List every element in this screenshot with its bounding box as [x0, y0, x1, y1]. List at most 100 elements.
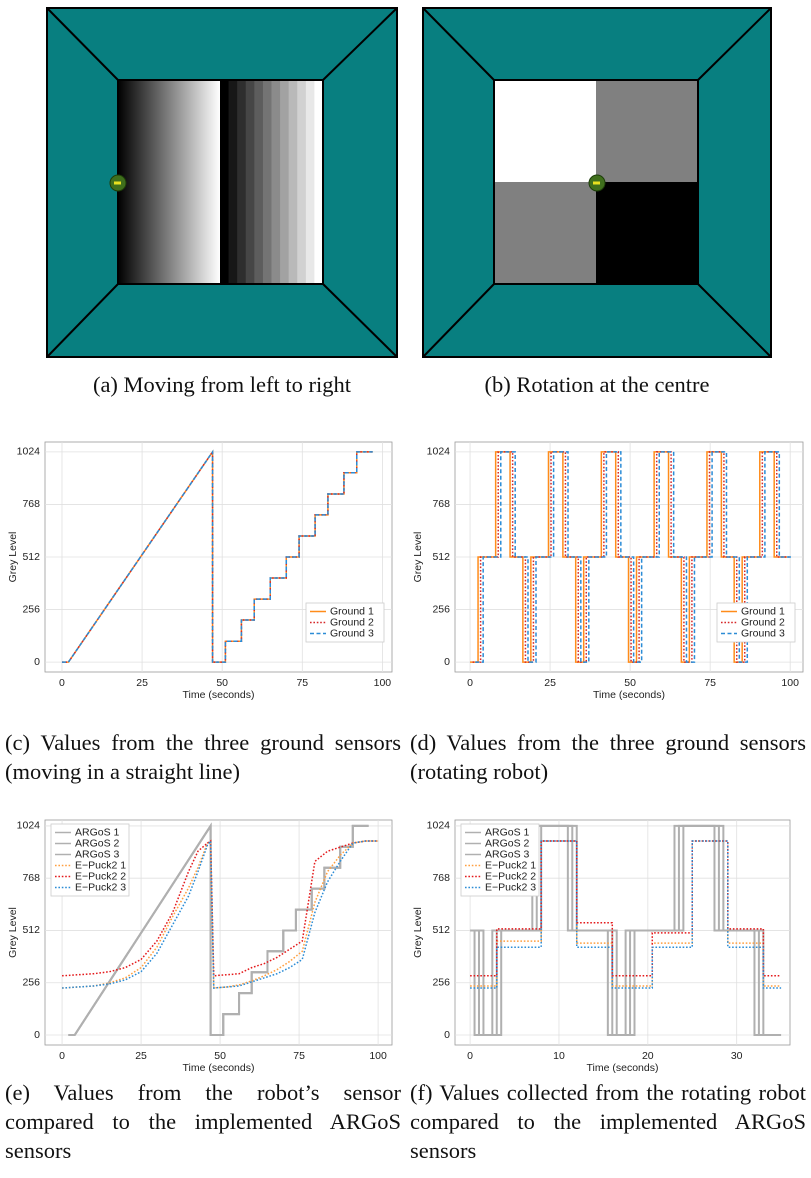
x-tick-label: 0 [59, 1050, 65, 1062]
y-tick-label: 256 [22, 603, 40, 615]
series-line [470, 824, 773, 1036]
y-axis-label: Grey Level [7, 532, 19, 583]
y-axis-label: Grey Level [7, 907, 19, 958]
arena-gradient [46, 7, 398, 358]
x-tick-label: 100 [374, 677, 392, 689]
legend-label: Ground 1 [330, 605, 374, 617]
caption: (f) Values collected from the rotating r… [410, 1080, 806, 1163]
legend-label: E−Puck2 3 [485, 881, 536, 893]
x-tick-label: 0 [467, 1050, 473, 1062]
y-tick-label: 768 [432, 872, 450, 884]
legend-label: ARGoS 3 [485, 848, 530, 860]
y-tick-label: 256 [22, 977, 40, 989]
legend-label: E−Puck2 1 [75, 859, 126, 871]
legend-label: E−Puck2 3 [75, 881, 126, 893]
floor-step [271, 80, 281, 284]
series-line [470, 840, 782, 977]
y-tick-label: 1024 [17, 820, 41, 832]
y-tick-label: 512 [22, 924, 40, 936]
y-tick-label: 0 [34, 1029, 40, 1041]
floor-step [228, 80, 238, 284]
legend-label: E−Puck2 2 [75, 870, 126, 882]
quadrant-white [494, 80, 596, 182]
caption: (d) Values from the three ground sensors… [410, 730, 806, 784]
arena-quadrants [422, 7, 772, 358]
x-tick-label: 75 [296, 677, 308, 689]
arena-edges [422, 7, 772, 358]
legend-label: ARGoS 1 [485, 826, 530, 838]
y-tick-label: 1024 [427, 820, 451, 832]
robot-marker [114, 181, 121, 185]
y-tick-label: 768 [22, 872, 40, 884]
caption: (c) Values from the three ground sensors… [5, 730, 401, 784]
x-tick-label: 75 [704, 677, 716, 689]
floor-step [288, 80, 298, 284]
floor-step [237, 80, 247, 284]
arena-edges [46, 7, 398, 358]
caption: (e) Values from the robot’s sensor compa… [5, 1080, 401, 1163]
x-tick-label: 50 [624, 677, 636, 689]
y-tick-label: 1024 [17, 446, 41, 458]
y-tick-label: 0 [444, 656, 450, 668]
x-axis-label: Time (seconds) [593, 689, 665, 701]
legend-label: Ground 2 [741, 616, 785, 628]
floor-step [245, 80, 255, 284]
floor-gradient [118, 80, 220, 284]
quadrant-grey [494, 182, 596, 284]
legend-label: Ground 2 [330, 616, 374, 628]
caption: (b) Rotation at the centre [484, 372, 710, 397]
series-line [470, 840, 782, 987]
series-line [68, 822, 369, 1036]
chart: 0 256 512 768 1024 0 25 50 75 100 Time (seconds) Gr… [7, 819, 393, 1074]
legend-label: ARGoS 3 [75, 848, 120, 860]
y-tick-label: 256 [432, 603, 450, 615]
x-axis-label: Time (seconds) [587, 1062, 659, 1074]
series-line [478, 824, 782, 1036]
legend-label: Ground 1 [741, 605, 785, 617]
x-tick-label: 0 [59, 677, 65, 689]
series-line [62, 838, 379, 989]
y-tick-label: 768 [22, 498, 40, 510]
robot-marker [593, 181, 600, 185]
x-axis-label: Time (seconds) [183, 689, 255, 701]
y-tick-label: 0 [34, 656, 40, 668]
x-tick-label: 20 [642, 1050, 654, 1062]
floor-border [493, 79, 699, 285]
y-tick-label: 0 [444, 1029, 450, 1041]
floor-step [314, 80, 324, 284]
floor-steps [220, 80, 324, 284]
y-tick-label: 512 [432, 924, 450, 936]
series-line [61, 449, 373, 663]
legend-label: E−Puck2 1 [485, 859, 536, 871]
floor-step [305, 80, 315, 284]
x-tick-label: 50 [216, 677, 228, 689]
legend-label: ARGoS 2 [75, 837, 120, 849]
series-line [472, 451, 790, 663]
floor-step [297, 80, 307, 284]
floor-step [280, 80, 290, 284]
legend-label: Ground 3 [330, 627, 374, 639]
legend-label: ARGoS 2 [485, 837, 530, 849]
legend-box [50, 823, 130, 897]
y-tick-label: 256 [432, 977, 450, 989]
x-tick-label: 50 [214, 1050, 226, 1062]
chart: 0 256 512 768 1024 0 10 20 30 Time (seconds) Grey … [412, 819, 791, 1074]
series-line [470, 840, 782, 989]
legend-label: E−Puck2 2 [485, 870, 536, 882]
x-tick-label: 75 [293, 1050, 305, 1062]
y-tick-label: 768 [432, 498, 450, 510]
legend-box [305, 602, 385, 643]
series-line [61, 449, 373, 663]
x-axis-label: Time (seconds) [183, 1062, 255, 1074]
quadrant-grey [596, 80, 698, 182]
legend-box [460, 823, 540, 897]
x-tick-label: 30 [731, 1050, 743, 1062]
y-tick-label: 512 [432, 551, 450, 563]
x-tick-label: 0 [467, 677, 473, 689]
series-line [475, 451, 793, 663]
series-line [470, 451, 787, 663]
x-tick-label: 25 [135, 1050, 147, 1062]
x-tick-label: 100 [781, 677, 799, 689]
caption: (a) Moving from left to right [92, 372, 352, 397]
